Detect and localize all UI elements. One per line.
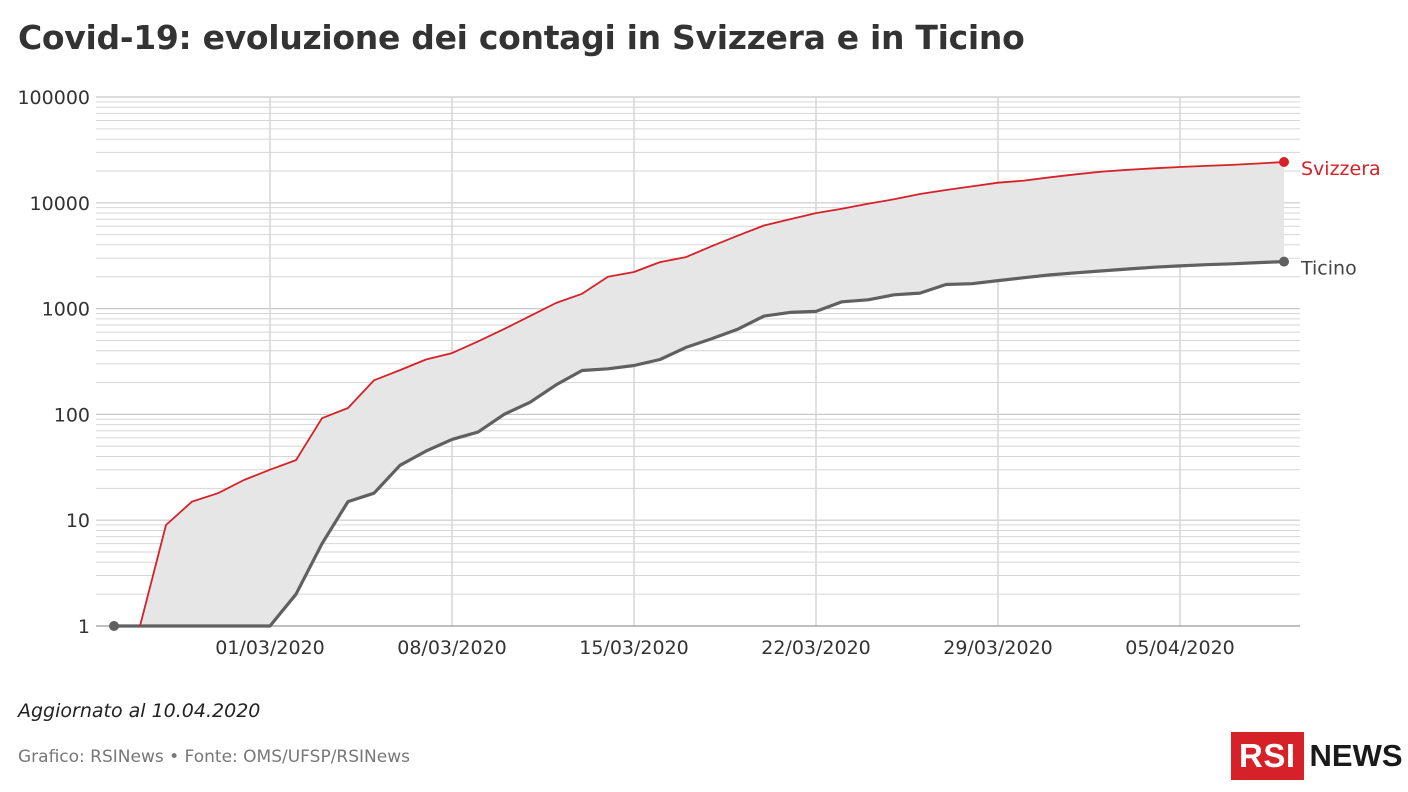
x-tick-label: 22/03/2020 [761, 637, 871, 659]
x-tick-label: 05/04/2020 [1125, 637, 1235, 659]
source-credit: Grafico: RSINews • Fonte: OMS/UFSP/RSINe… [18, 747, 410, 767]
x-axis-tick-labels: 01/03/2020 08/03/2020 15/03/2020 22/03/2020… [215, 637, 1235, 659]
range-band-area [140, 162, 1284, 626]
y-axis-tick-labels: 1 10 100 1000 10000 100000 [17, 87, 90, 638]
chart-title: Covid-19: evoluzione dei contagi in Sviz… [18, 18, 1025, 57]
x-tick-label: 29/03/2020 [943, 637, 1053, 659]
series-line-svizzera [139, 161, 1285, 627]
y-tick-label: 10000 [30, 193, 90, 215]
rsi-news-logo: RSI NEWS [1231, 732, 1403, 780]
series-lines: Svizzera Ticino [109, 157, 1381, 631]
x-tick-label: 01/03/2020 [215, 637, 325, 659]
svizzera-end-marker [1279, 157, 1289, 168]
series-line-ticino [114, 260, 1285, 628]
ticino-end-marker [1279, 256, 1289, 267]
x-tick-label: 15/03/2020 [579, 637, 689, 659]
y-tick-label: 10 [66, 510, 90, 532]
series-label-ticino: Ticino [1300, 258, 1357, 280]
y-tick-label: 1 [78, 616, 90, 638]
vertical-gridlines [269, 97, 1181, 626]
ticino-start-marker [109, 621, 119, 631]
y-tick-label: 100 [54, 404, 90, 426]
updated-note: Aggiornato al 10.04.2020 [18, 700, 261, 722]
series-label-svizzera: Svizzera [1301, 158, 1381, 180]
logo-rsi-box: RSI [1231, 732, 1304, 780]
y-tick-label: 1000 [42, 299, 90, 321]
chart-area: 1 10 100 1000 10000 100000 01/03/2020 08/03/20… [17, 87, 1381, 659]
logo-news-text: NEWS [1309, 738, 1403, 773]
y-tick-label: 100000 [17, 87, 90, 109]
x-tick-label: 08/03/2020 [397, 637, 507, 659]
